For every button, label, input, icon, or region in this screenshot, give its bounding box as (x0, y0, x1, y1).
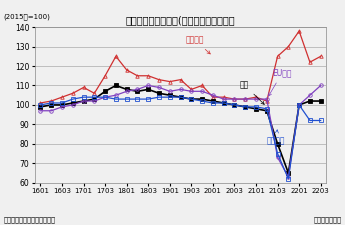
Text: (2015年=100): (2015年=100) (3, 14, 50, 20)
Title: 地域別輸出数量指数(季節調整値）の推移: 地域別輸出数量指数(季節調整値）の推移 (126, 15, 235, 25)
Text: 全体: 全体 (240, 80, 264, 104)
Text: （資料）財務省「貿易統計」: （資料）財務省「貿易統計」 (3, 216, 56, 223)
Text: 米国向け: 米国向け (267, 130, 285, 146)
Text: （年・四半期）: （年・四半期） (314, 216, 342, 223)
Text: EU向け: EU向け (269, 69, 292, 96)
Text: 中国向け: 中国向け (186, 36, 210, 54)
